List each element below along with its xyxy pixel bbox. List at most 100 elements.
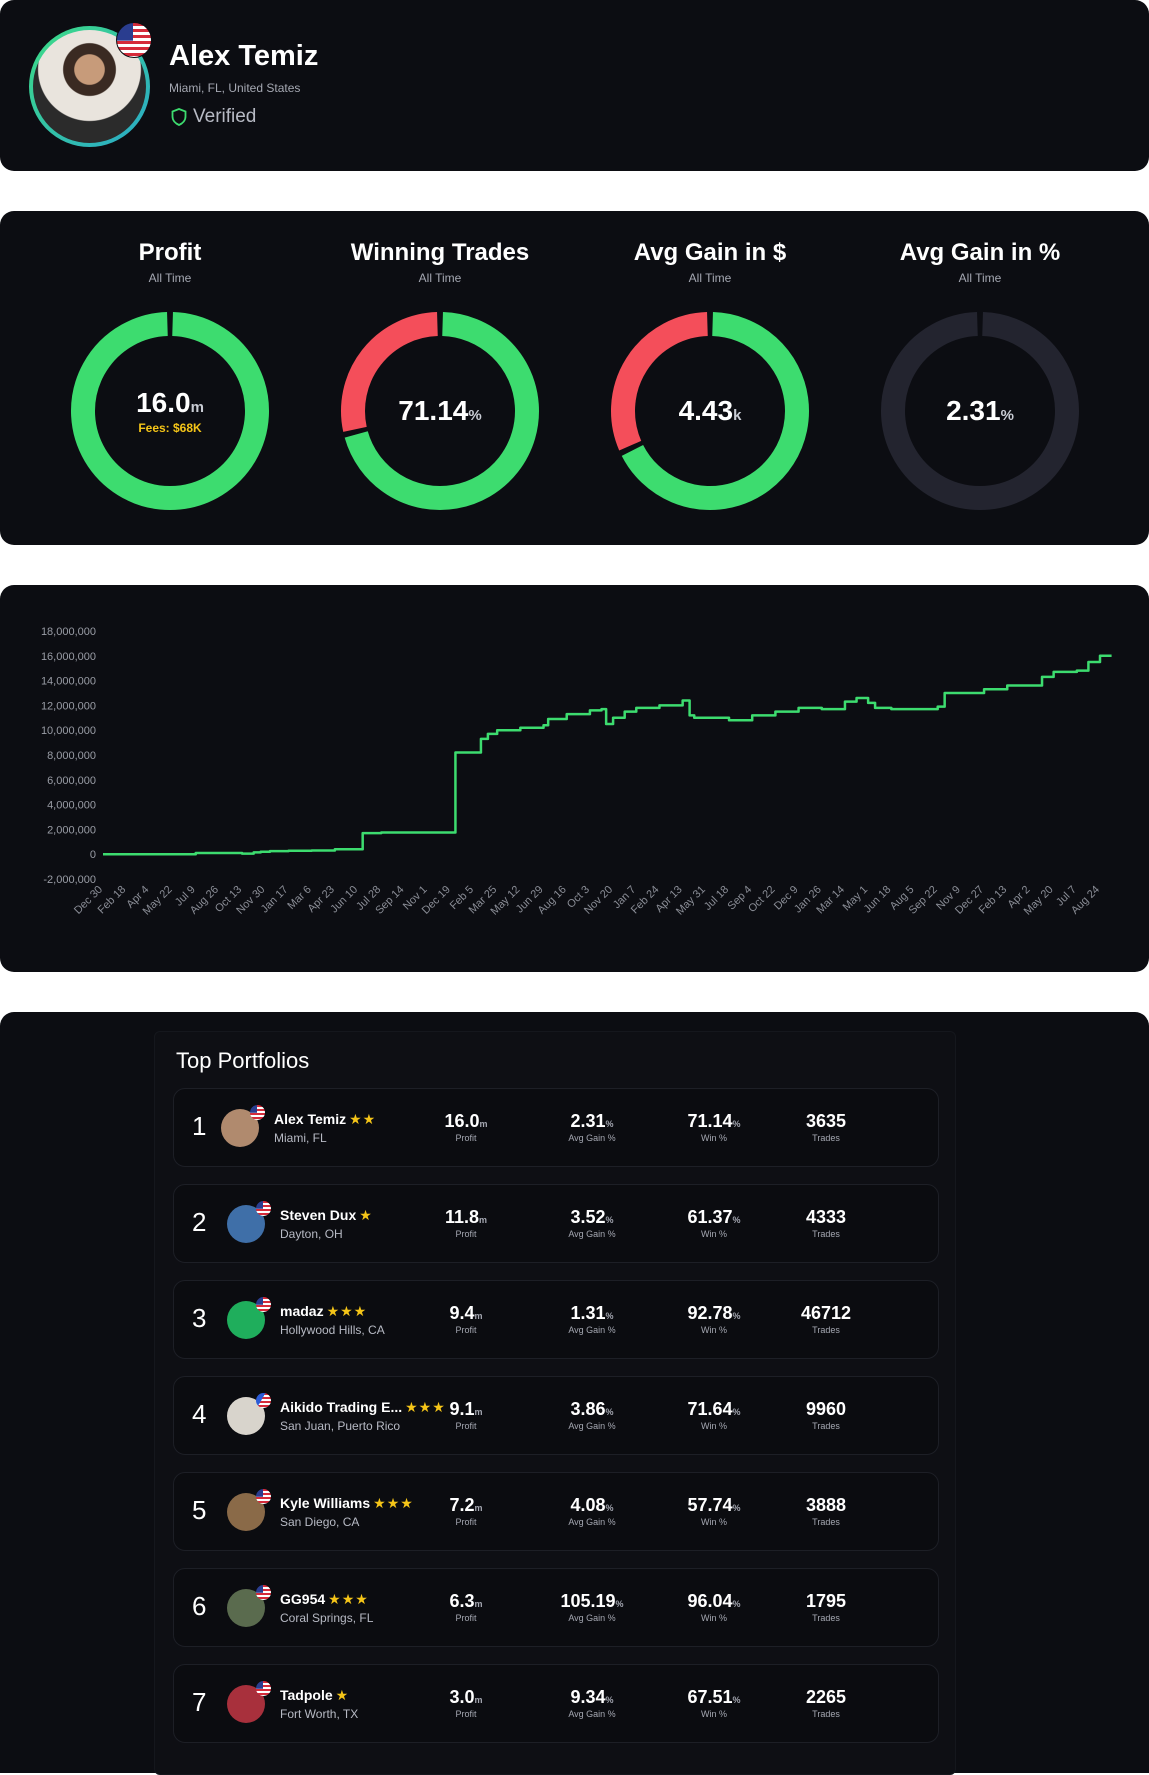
win-label: Win %	[700, 1421, 727, 1431]
shield-icon	[171, 108, 187, 126]
win-metric: 71.64% Win %	[664, 1399, 764, 1431]
portfolio-name[interactable]: Tadpole ★	[280, 1687, 349, 1704]
top-portfolios-title: Top Portfolios	[176, 1048, 310, 1073]
profile-card: Alex Temiz Miami, FL, United States Veri…	[0, 0, 1149, 171]
percent-unit: %	[615, 1599, 624, 1609]
stat-title: Avg Gain in %	[899, 239, 1061, 266]
avg-gain-percent-donut	[881, 312, 1079, 510]
trades-value: 3888	[805, 1495, 847, 1515]
avg-gain-label: Avg Gain %	[568, 1517, 616, 1527]
avg-gain-label: Avg Gain %	[568, 1133, 616, 1143]
profit-unit: m	[479, 1119, 488, 1129]
portfolio-name[interactable]: GG954 ★★★	[280, 1591, 369, 1608]
profit-label: Profit	[455, 1613, 477, 1623]
trades-label: Trades	[812, 1229, 840, 1239]
profit-metric: 6.3m Profit	[416, 1591, 516, 1623]
us-flag-icon	[256, 1681, 271, 1696]
us-flag-icon	[256, 1297, 271, 1312]
green-segment	[71, 312, 269, 510]
us-flag-icon	[256, 1585, 271, 1600]
percent-unit: %	[732, 1311, 741, 1321]
win-value: 92.78	[687, 1303, 733, 1323]
equity-line-chart: 18,000,000 16,000,000 14,000,000 12,000,000…	[41, 626, 1112, 918]
profit-value: 7.2	[449, 1495, 475, 1515]
stat-subtitle: All Time	[958, 271, 1002, 285]
portfolio-name[interactable]: Steven Dux ★	[280, 1207, 373, 1224]
avg-gain-label: Avg Gain %	[568, 1613, 616, 1623]
portfolio-name[interactable]: Kyle Williams ★★★	[280, 1495, 414, 1512]
profit-donut	[71, 312, 269, 510]
percent-unit: %	[732, 1503, 741, 1513]
portfolio-row[interactable]: 4 Aikido Trading E... ★★★ San Juan, Puerto …	[173, 1376, 939, 1455]
donut-center: 2.31%	[880, 311, 1080, 511]
trades-metric: 4333 Trades	[776, 1207, 876, 1239]
y-tick-label: 6,000,000	[47, 775, 96, 787]
profit-metric: 3.0m Profit	[416, 1687, 516, 1719]
percent-unit: %	[605, 1407, 614, 1417]
win-label: Win %	[700, 1229, 727, 1239]
profit-value: 9.4	[449, 1303, 475, 1323]
stat-title: Profit	[138, 239, 202, 266]
profit-value: 11.8	[444, 1207, 480, 1227]
us-flag-icon	[256, 1201, 271, 1216]
avg-gain-metric: 3.86% Avg Gain %	[542, 1399, 642, 1431]
stat-avg-gain-dollar: Avg Gain in $ All Time 4.43k	[575, 211, 845, 510]
avg-gain-percent-value: 2.31	[946, 395, 1001, 426]
portfolio-name[interactable]: Alex Temiz ★★	[274, 1111, 376, 1128]
trades-metric: 2265 Trades	[776, 1687, 876, 1719]
percent-unit: %	[605, 1695, 614, 1705]
portfolio-location: Hollywood Hills, CA	[280, 1323, 385, 1337]
profit-unit: m	[474, 1695, 483, 1705]
portfolio-row[interactable]: 2 Steven Dux ★ Dayton, OH 11.8m Profit 3.52% Av…	[173, 1184, 939, 1263]
us-flag-icon	[250, 1105, 265, 1120]
stat-subtitle: All Time	[688, 271, 732, 285]
avg-gain-value: 105.19	[560, 1591, 616, 1611]
winning-trades-value: 71.14	[398, 395, 469, 426]
avg-gain-value: 9.34	[570, 1687, 606, 1707]
donut-center: 4.43k	[610, 311, 810, 511]
stat-winning-trades: Winning Trades All Time 71.14%	[305, 211, 575, 510]
winning-trades-unit: %	[468, 407, 482, 424]
us-flag-icon	[116, 22, 152, 58]
track-segment	[881, 312, 1079, 510]
profit-unit: m	[190, 399, 204, 416]
avg-gain-value: 3.52	[570, 1207, 606, 1227]
winning-trades-donut	[341, 312, 539, 510]
avg-gain-metric: 4.08% Avg Gain %	[542, 1495, 642, 1527]
portfolio-rank: 7	[192, 1687, 207, 1717]
portfolio-rank: 6	[192, 1591, 207, 1621]
profit-label: Profit	[455, 1325, 477, 1335]
avg-gain-dollar-donut	[611, 312, 809, 510]
portfolio-row[interactable]: 6 GG954 ★★★ Coral Springs, FL 6.3m Profit 105.…	[173, 1568, 939, 1647]
avg-gain-dollar-value: 4.43	[678, 395, 734, 426]
portfolio-name[interactable]: madaz ★★★	[280, 1303, 367, 1320]
star-rating-icon: ★★★	[326, 1303, 368, 1319]
avg-gain-metric: 9.34% Avg Gain %	[542, 1687, 642, 1719]
avg-gain-metric: 2.31% Avg Gain %	[542, 1111, 642, 1143]
portfolio-row[interactable]: 5 Kyle Williams ★★★ San Diego, CA 7.2m Profit…	[173, 1472, 939, 1551]
profit-unit: m	[474, 1599, 483, 1609]
pr-flag-icon	[256, 1393, 271, 1408]
red-segment	[341, 312, 439, 432]
win-value: 71.64	[687, 1399, 733, 1419]
win-label: Win %	[700, 1613, 727, 1623]
portfolio-rank: 1	[192, 1111, 207, 1141]
profit-label: Profit	[455, 1421, 477, 1431]
y-tick-label: 10,000,000	[41, 725, 96, 737]
portfolio-name-text: Steven Dux	[280, 1207, 357, 1223]
y-tick-label: 4,000,000	[47, 800, 96, 812]
portfolio-row[interactable]: 7 Tadpole ★ Fort Worth, TX 3.0m Profit 9.34% Av…	[173, 1664, 939, 1743]
portfolio-row[interactable]: 3 madaz ★★★ Hollywood Hills, CA 9.4m Profit 1.…	[173, 1280, 939, 1359]
y-tick-label: 16,000,000	[41, 651, 96, 663]
profile-name: Alex Temiz	[169, 40, 319, 72]
profit-label: Profit	[455, 1229, 477, 1239]
star-rating-icon: ★	[335, 1687, 350, 1703]
portfolio-row[interactable]: 1 Alex Temiz ★★ Miami, FL 16.0m Profit 2.31% Av…	[173, 1088, 939, 1167]
trades-label: Trades	[812, 1325, 840, 1335]
trades-metric: 3635 Trades	[776, 1111, 876, 1143]
portfolio-name-text: GG954	[280, 1591, 326, 1607]
avg-gain-label: Avg Gain %	[568, 1325, 616, 1335]
y-tick-label: 8,000,000	[47, 750, 96, 762]
portfolio-name[interactable]: Aikido Trading E... ★★★	[280, 1399, 446, 1416]
percent-unit: %	[605, 1119, 614, 1129]
